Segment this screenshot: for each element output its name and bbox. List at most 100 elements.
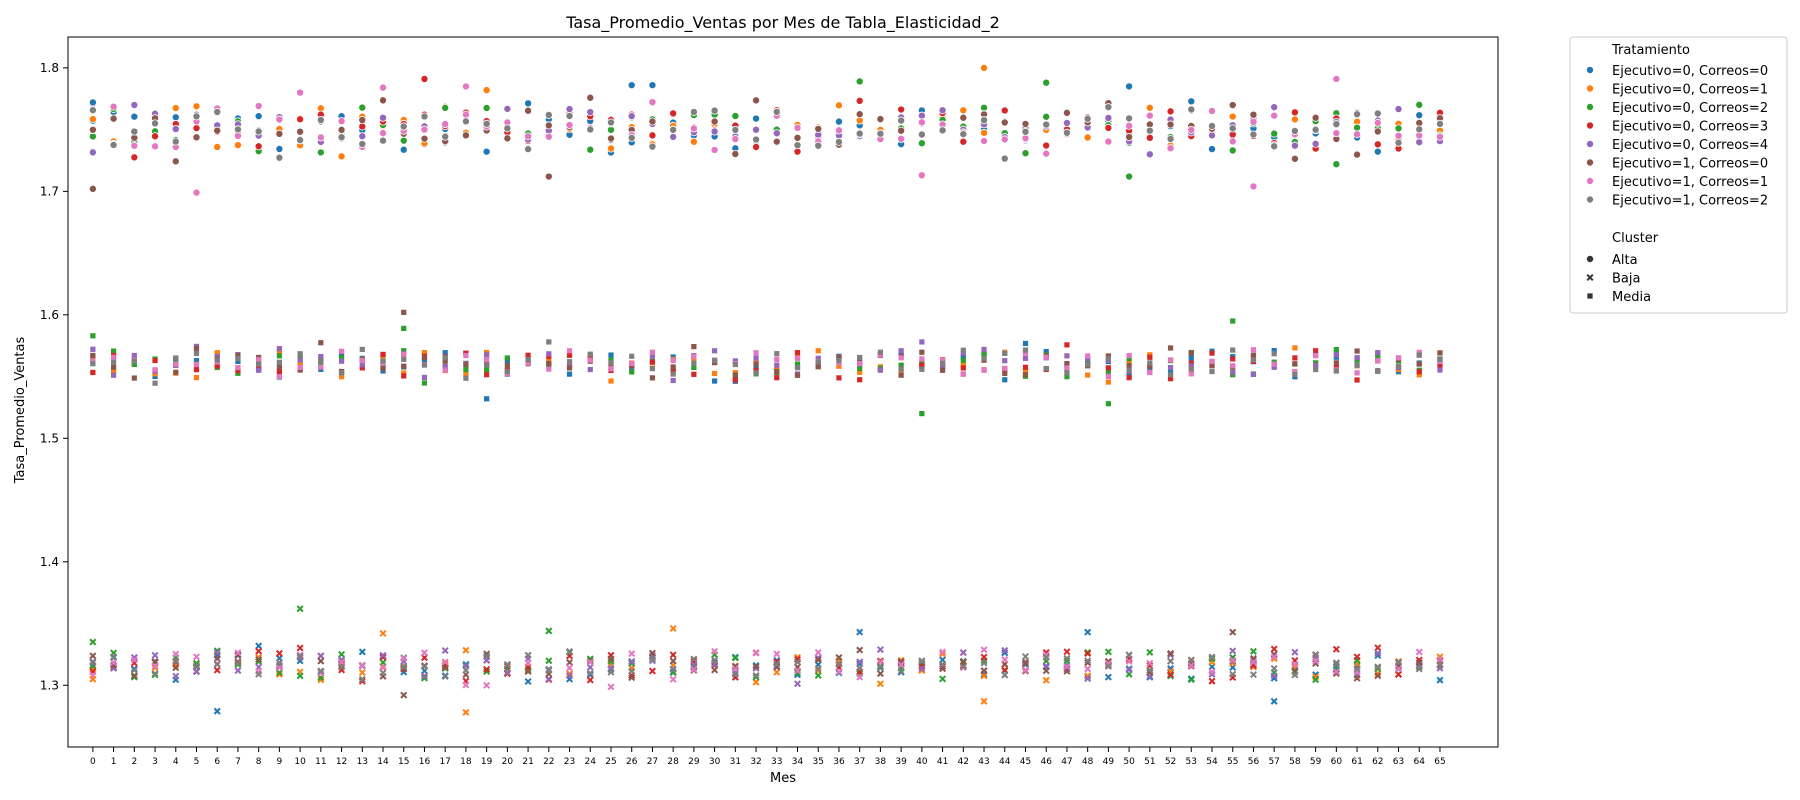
legend-series-marker [1586,103,1595,112]
data-point [110,348,117,354]
data-point [276,348,282,355]
data-point [898,362,904,368]
x-tick-label: 55 [1227,757,1238,767]
data-point [710,145,719,154]
data-point [814,141,823,150]
data-point [1166,107,1175,116]
data-point [1290,115,1299,124]
data-point [484,396,490,402]
data-point [109,140,118,149]
data-point [1229,647,1237,655]
data-point [1166,134,1175,143]
data-point [1313,348,1319,354]
x-tick-label: 38 [875,757,887,767]
data-point [980,697,988,705]
data-point [110,364,117,370]
data-point [648,81,657,90]
data-point [1292,368,1298,375]
data-point [566,670,574,678]
y-tick-label: 1.6 [40,308,59,322]
data-point [897,661,905,669]
x-tick-label: 23 [564,757,575,767]
data-point [794,361,801,367]
data-point [482,86,491,95]
data-point [130,127,139,136]
data-point [1435,119,1444,128]
data-point [110,653,118,661]
data-point [1167,345,1174,351]
data-point [1167,657,1175,665]
data-point [88,106,97,115]
data-point [1291,648,1299,656]
data-point [484,367,490,373]
data-point [1085,353,1091,359]
data-point [380,358,386,364]
data-point [401,373,407,379]
data-point [669,675,677,683]
x-tick-label: 56 [1248,757,1260,767]
data-point [484,372,490,378]
data-point [421,362,428,368]
data-point [959,106,968,115]
data-point [359,357,365,364]
x-tick-label: 19 [481,757,493,767]
data-point [1147,360,1153,366]
data-point [1436,661,1444,669]
data-point [960,371,966,377]
x-tick-label: 48 [1082,757,1094,767]
data-point [316,116,325,125]
data-point [151,119,160,128]
data-point [1084,628,1092,636]
data-point [1147,369,1153,376]
x-tick-label: 17 [439,757,450,767]
data-point [1292,355,1298,361]
data-point [235,368,241,374]
data-point [1312,659,1320,667]
data-point [919,411,925,417]
data-point [1146,666,1154,674]
data-point [255,642,263,650]
data-point [401,356,407,362]
x-tick-label: 47 [1061,757,1072,767]
x-tick-label: 20 [502,757,514,767]
data-point [773,650,781,658]
data-point [1394,105,1403,114]
data-point [627,81,636,90]
data-point [401,351,407,357]
x-tick-label: 4 [173,757,179,767]
data-point [586,663,594,671]
data-point [276,346,282,352]
data-point [753,355,759,361]
data-point [1187,676,1195,684]
legend-style-title: Cluster [1612,231,1659,246]
data-point [917,111,926,120]
data-point [774,356,780,362]
legend-hue-title: Tratamiento [1611,43,1690,58]
data-point [89,675,97,683]
data-point [939,367,946,373]
data-point [461,131,470,140]
data-point [192,133,201,142]
data-point [338,650,346,658]
data-point [1021,666,1029,674]
data-point [606,118,615,127]
data-point [649,366,656,372]
data-point [193,375,200,381]
data-point [1353,130,1362,139]
data-point [586,125,595,134]
data-point [544,111,553,120]
data-point [358,669,366,677]
data-point [1125,172,1134,181]
data-point [857,360,863,367]
data-point [1332,669,1340,677]
data-point [857,377,863,383]
data-point [255,670,263,678]
data-point [524,677,532,685]
x-tick-label: 29 [688,757,700,767]
x-tick-label: 15 [398,757,409,767]
data-point [815,348,821,354]
data-point [1188,363,1194,369]
data-point [297,357,303,363]
data-point [1249,658,1257,666]
data-point [691,344,697,350]
